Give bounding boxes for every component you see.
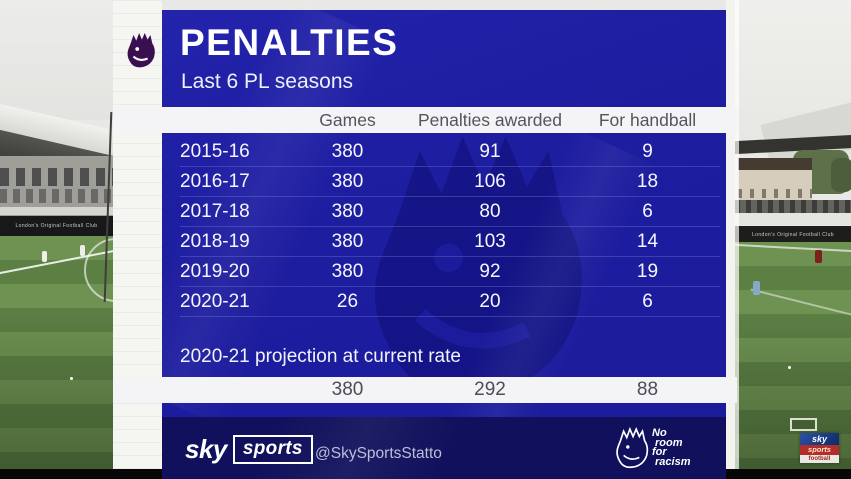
football [788,366,791,369]
ad-board-right: London's Original Football Club [735,226,851,243]
page-title: PENALTIES [180,22,399,63]
panel-footer: sky sports @SkySportsStatto No room for … [162,417,726,479]
cell-penalties: 91 [479,140,501,162]
projection-band: 380 292 88 [113,377,737,403]
football [70,377,73,380]
cell-games: 26 [336,290,359,312]
column-header-games: Games [319,110,376,130]
cell-season: 2018-19 [180,230,250,252]
stadium-backdrop-left: London's Original Football Club [0,0,113,479]
stats-panel: PENALTIES Last 6 PL seasons Games Penalt… [111,0,737,479]
cell-season: 2017-18 [180,200,250,222]
table-row: 2015-16 380 91 9 [180,137,720,167]
table-row: 2019-20 380 92 19 [180,257,720,287]
ad-board-text: London's Original Football Club [15,223,98,229]
cell-season: 2015-16 [180,140,250,162]
ad-board-left: London's Original Football Club [0,216,113,236]
premier-league-logo [127,33,155,68]
side-strip [113,0,162,479]
cell-season: 2016-17 [180,170,250,192]
no-room-for-racism-logo: No room for racism [614,426,690,470]
cell-handball: 6 [642,200,653,222]
side-sliver [726,0,735,479]
sky-sports-logo: sky sports [185,434,313,465]
cell-penalties: 103 [474,230,506,252]
player [80,245,85,256]
cell-season: 2019-20 [180,260,250,282]
score-box-outline [790,418,817,431]
projection-handball: 88 [636,379,659,400]
cell-games: 380 [331,170,364,192]
projection-penalties: 292 [474,379,506,400]
cell-penalties: 20 [479,290,501,312]
cell-games: 380 [331,260,364,282]
nrfr-lion-icon [616,426,649,469]
cottage-building [738,158,812,202]
sky-left [0,0,113,120]
table-row: 2016-17 380 106 18 [180,167,720,197]
cell-handball: 14 [636,230,659,252]
stand-right [735,200,851,214]
table-row: 2020-21 26 20 6 [180,287,720,317]
player [815,250,822,263]
stadium-backdrop-right: London's Original Football Club [735,0,851,479]
cell-season: 2020-21 [180,290,250,312]
player [753,281,760,295]
premier-league-watermark [374,136,582,397]
column-header-handball: For handball [598,110,697,130]
cell-handball: 9 [642,140,653,162]
cell-games: 380 [331,200,364,222]
table-row: 2018-19 380 103 14 [180,227,720,257]
cell-penalties: 92 [479,260,501,282]
column-header-penalties: Penalties awarded [418,110,562,130]
cell-penalties: 106 [474,170,506,192]
cell-games: 380 [331,140,364,162]
cell-penalties: 80 [479,200,501,222]
cell-handball: 18 [636,170,659,192]
player [42,251,47,262]
projection-label: 2020-21 projection at current rate [180,346,461,367]
cell-handball: 6 [642,290,653,312]
page-subtitle: Last 6 PL seasons [181,70,353,93]
cell-handball: 19 [636,260,659,282]
projection-games: 380 [331,379,364,400]
table-body: 2015-16 380 91 9 2016-17 380 106 18 2017… [180,137,720,317]
twitter-handle: @SkySportsStatto [315,445,442,462]
sky-sports-football-dog: sky sports football [800,433,839,463]
table-header-band: Games Penalties awarded For handball [113,107,737,133]
table-row: 2017-18 380 80 6 [180,197,720,227]
cell-games: 380 [331,230,364,252]
